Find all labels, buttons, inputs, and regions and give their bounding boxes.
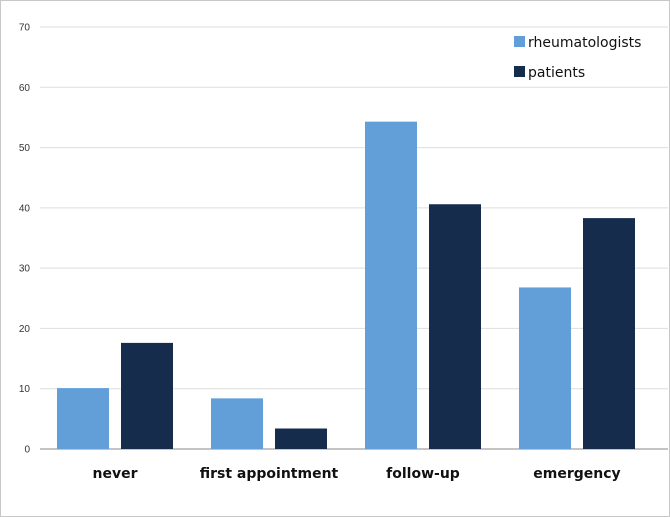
bar-rheumatologists-follow-up <box>365 121 417 450</box>
legend: rheumatologists patients <box>514 35 641 81</box>
bar-rheumatologists-emergency <box>519 287 571 449</box>
bar-rheumatologists-first-appointment <box>211 398 263 449</box>
x-category-label: first appointment <box>200 466 339 482</box>
bar-rheumatologists-never <box>57 388 109 449</box>
legend-label: rheumatologists <box>528 35 641 51</box>
legend-swatch <box>514 66 525 77</box>
y-axis-ticks: 0 10 20 30 40 50 60 70 <box>19 23 31 456</box>
y-tick-label: 60 <box>19 83 31 94</box>
y-tick-label: 40 <box>19 203 31 214</box>
bar-patients-follow-up <box>429 204 481 449</box>
y-tick-label: 30 <box>19 264 31 275</box>
y-tick-label: 10 <box>19 384 31 395</box>
bar-patients-first-appointment <box>275 428 327 449</box>
bars <box>57 121 635 450</box>
x-category-label: never <box>93 466 138 482</box>
y-tick-label: 0 <box>24 445 30 456</box>
y-tick-label: 70 <box>19 23 31 34</box>
y-tick-label: 50 <box>19 143 31 154</box>
bar-patients-never <box>121 342 173 449</box>
bar-patients-emergency <box>583 218 635 449</box>
y-tick-label: 20 <box>19 324 31 335</box>
legend-label: patients <box>528 65 585 81</box>
legend-swatch <box>514 36 525 47</box>
x-axis-categories: never first appointment follow-up emergency <box>93 466 621 482</box>
x-category-label: follow-up <box>386 466 460 482</box>
x-category-label: emergency <box>533 466 620 482</box>
